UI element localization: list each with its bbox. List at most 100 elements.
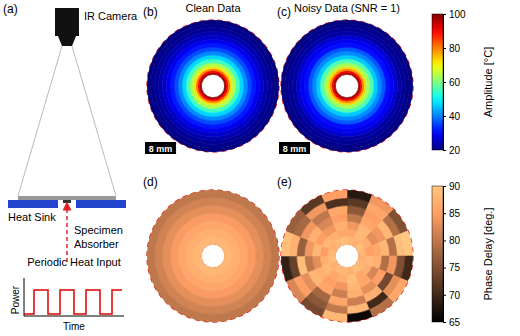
heatmap-cell [178,221,248,291]
scale-bar [279,142,310,154]
heatmap-cell [166,39,259,132]
colorbar-tick-label: 80 [449,235,461,246]
heatmap-panel [147,190,279,322]
heatmap-cell [286,278,306,302]
heatmap-cell [163,206,264,307]
heatmap-panel [281,190,413,322]
colorbar-tick: 65 [443,317,461,328]
heatmap-cell [322,190,347,202]
colorbar-tick: 20 [443,145,461,156]
heatmap-cell [308,47,386,125]
outer-boundary [281,20,413,152]
panel-title: Noisy Data (SNR = 1) [294,2,400,14]
colorbar-tick-label: 70 [449,290,461,301]
heatmap-cell [312,51,382,121]
scale-bar-label: 8 mm [149,144,173,154]
colorbar-axis: 20 40 60 80 100 [443,9,466,156]
colorbar-tick-label: 75 [449,262,461,273]
absorber-label: Absorber [74,238,119,250]
heatmap-cell [178,51,248,121]
colorbar-tick-mark [443,14,446,15]
heatmap-cell [155,28,271,144]
colorbar-tick-mark [443,213,446,214]
heatmap-cell [369,195,393,215]
camera-body [55,8,79,36]
colorbar [432,14,443,150]
colorbar-tick-mark [443,186,446,187]
heatmap-cell [300,39,393,132]
heat-input-label: Periodic Heat Input [27,256,121,268]
colorbar-tick-label: 60 [449,77,461,88]
heatmap-cell [170,43,255,128]
time-label: Time [63,321,85,332]
heatmap-cell [388,209,408,233]
colorbar-tick: 70 [443,290,461,301]
colorbar-tick: 40 [443,111,461,122]
heatmap-cell [147,190,279,322]
heatmap-cell [401,231,413,256]
heatmap-cell [347,190,372,202]
scale-bar [145,142,176,154]
camera-lens [58,36,76,46]
colorbar-tick-mark [443,295,446,296]
heatmap-cell [297,36,398,137]
colorbar-tick: 90 [443,181,461,192]
heatmap-cell [174,47,252,125]
heatmap-cell [170,213,255,298]
heatmap-cell [151,24,275,148]
heatmap-cell [369,297,393,317]
view-line [18,46,62,196]
colorbar-tick-label: 65 [449,317,461,328]
colorbar-tick: 80 [443,235,461,246]
colorbar-tick-mark [443,82,446,83]
colorbar [432,186,443,322]
colorbar-tick-mark [443,268,446,269]
heatmap-cells [147,20,279,152]
heatmap-cells [281,20,413,152]
heatmap-cell [281,256,293,281]
setup-diagram: (a)IR CameraHeat SinkSpecimenAbsorberPer… [3,2,138,332]
heat-sink-label: Heat Sink [8,211,56,223]
outer-boundary [147,190,279,322]
panel-label: (d) [143,175,158,189]
colorbar-label: Phase Delay [deg.] [482,208,494,301]
colorbar-tick-label: 20 [449,145,461,156]
colorbar-tick-mark [443,240,446,241]
colorbar-tick: 75 [443,262,461,273]
colorbar-tick: 80 [443,43,461,54]
specimen [18,196,116,200]
colorbar-tick-label: 40 [449,111,461,122]
heatmap-cell [300,195,324,215]
heatmap-cell [300,297,324,317]
heat-sink [8,200,58,208]
panel-title: Clean Data [185,2,241,14]
colorbar-tick: 100 [443,9,466,20]
heat-sink [76,200,126,208]
panel-label: (e) [277,175,292,189]
heatmap-cells [281,190,413,322]
camera-label: IR Camera [84,10,138,22]
wave-axis [24,316,124,317]
heatmap-cells [147,190,279,322]
heatmap-cell [281,20,413,152]
panel-label: (a) [3,2,18,16]
figure: (a)IR CameraHeat SinkSpecimenAbsorberPer… [0,0,520,336]
view-line [72,46,116,196]
colorbar-tick-label: 80 [449,43,461,54]
power-label: Power [10,285,21,314]
heatmap-cell [293,32,402,141]
square-wave [24,290,122,314]
colorbar-label: Amplitude [°C] [482,47,494,117]
heatmap-cell [182,55,244,117]
outer-boundary [147,20,279,152]
colorbar-tick-mark [443,48,446,49]
outer-boundary [281,190,413,322]
colorbar-axis-line [444,187,447,323]
colorbar-tick-mark [443,116,446,117]
panel-label: (b) [143,5,158,19]
heatmap-cell [147,20,279,152]
heatmap-cell [286,209,306,233]
heatmap-panel [147,20,279,152]
heatmap-cell [285,24,409,148]
colorbar-axis-line [444,15,447,151]
